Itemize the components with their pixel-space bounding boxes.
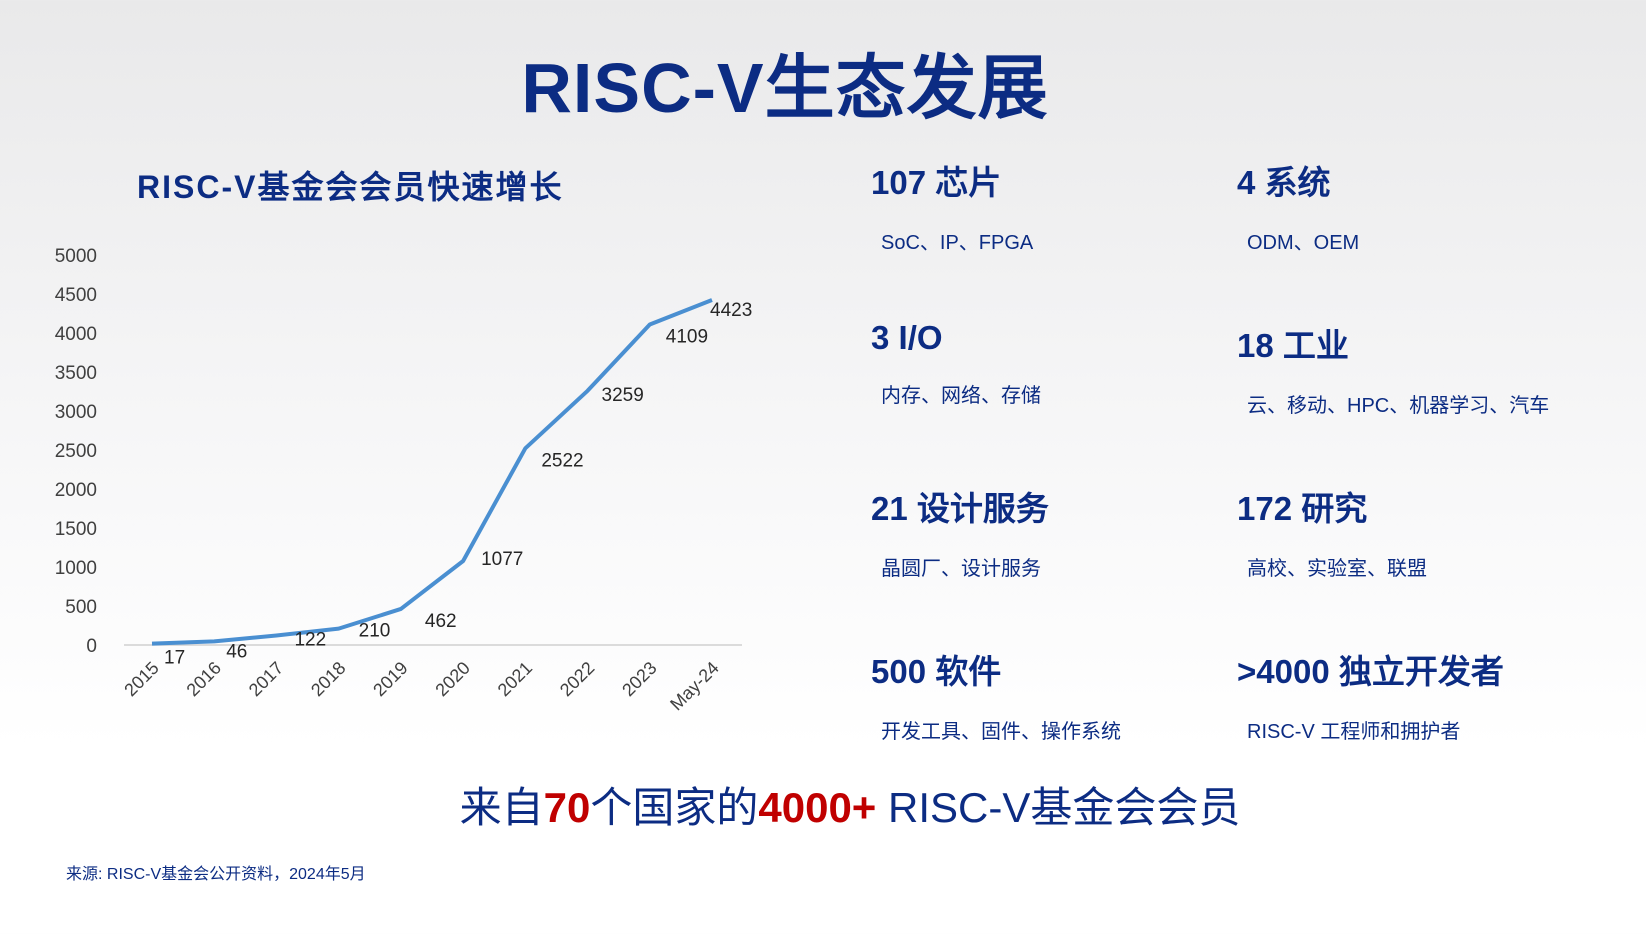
data-label: 4423: [710, 300, 752, 321]
data-label: 122: [294, 629, 326, 650]
stat-sub: 内存、网络、存储: [881, 385, 1041, 407]
chart-title: RISC-V基金会会员快速增长: [137, 169, 564, 205]
data-label: 462: [425, 611, 457, 632]
y-tick-label: 500: [65, 597, 97, 618]
x-tick-label: 2017: [245, 658, 287, 700]
stat-developers: >4000 独立开发者 RISC-V 工程师和拥护者: [1237, 645, 1504, 744]
stat-software: 500 软件 开发工具、固件、操作系统: [871, 645, 1121, 744]
x-tick-label: 2021: [494, 658, 536, 700]
stat-sub: 高校、实验室、联盟: [1247, 558, 1427, 580]
y-tick-label: 1500: [55, 519, 97, 540]
stat-chips: 107 芯片 SoC、IP、FPGA: [871, 156, 1033, 255]
stat-head: 107 芯片: [871, 164, 1002, 201]
stat-sub: ODM、OEM: [1247, 232, 1360, 254]
stat-head: 21 设计服务: [871, 490, 1049, 527]
y-tick-label: 5000: [55, 246, 97, 267]
x-tick-label: 2015: [120, 658, 162, 700]
series-line: [151, 298, 713, 646]
members-summary: 来自70个国家的4000+ RISC-V基金会会员: [0, 774, 1646, 835]
data-label: 46: [226, 641, 247, 662]
page-title: RISC-V生态发展: [521, 49, 1049, 127]
data-label: 1077: [481, 549, 523, 570]
y-tick-label: 3500: [55, 363, 97, 384]
y-tick-label: 4000: [55, 324, 97, 345]
stat-sub: 云、移动、HPC、机器学习、汽车: [1247, 395, 1550, 417]
stat-sub: 晶圆厂、设计服务: [881, 558, 1041, 580]
y-tick-label: 1000: [55, 558, 97, 579]
source-note: 来源: RISC-V基金会公开资料，2024年5月: [66, 866, 366, 883]
x-tick-label: 2018: [307, 658, 349, 700]
stat-head: 4 系统: [1237, 164, 1331, 201]
stat-sub: RISC-V 工程师和拥护者: [1247, 721, 1461, 743]
y-tick-label: 4500: [55, 285, 97, 306]
y-tick-label: 2000: [55, 480, 97, 501]
stat-research: 172 研究 高校、实验室、联盟: [1237, 482, 1427, 581]
x-tick-label: 2023: [618, 658, 660, 700]
summary-text: RISC-V基金会会员: [876, 784, 1241, 831]
data-label: 2522: [541, 450, 583, 471]
y-tick-label: 0: [86, 636, 97, 657]
summary-text: 个国家的: [590, 784, 759, 831]
data-label: 3259: [602, 385, 644, 406]
x-tick-label: 2016: [183, 658, 225, 700]
stat-head: 172 研究: [1237, 490, 1368, 527]
data-label: 210: [359, 621, 391, 642]
x-tick-label: 2022: [556, 658, 598, 700]
summary-text: 来自: [459, 784, 544, 831]
member-growth-chart: 0 500 1000 1500 2000 2500 3000 3500 4000 4500 5000…: [55, 246, 753, 715]
stat-sub: SoC、IP、FPGA: [881, 232, 1034, 254]
y-tick-label: 3000: [55, 402, 97, 423]
stat-systems: 4 系统 ODM、OEM: [1237, 156, 1359, 255]
stat-design-services: 21 设计服务 晶圆厂、设计服务: [871, 482, 1049, 581]
stat-head: >4000 独立开发者: [1237, 653, 1504, 690]
country-count: 70: [543, 784, 591, 831]
data-label: 17: [164, 648, 185, 669]
stat-head: 3 I/O: [871, 319, 943, 356]
stat-io: 3 I/O 内存、网络、存储: [871, 319, 1041, 408]
member-count: 4000+: [758, 784, 877, 831]
stat-head: 18 工业: [1237, 327, 1349, 364]
stat-industry: 18 工业 云、移动、HPC、机器学习、汽车: [1237, 319, 1549, 418]
y-tick-label: 2500: [55, 441, 97, 462]
x-tick-label: May-24: [666, 658, 723, 715]
x-tick-label: 2019: [369, 658, 411, 700]
stat-sub: 开发工具、固件、操作系统: [881, 721, 1121, 743]
x-tick-label: 2020: [431, 658, 473, 700]
data-label: 4109: [666, 326, 708, 347]
stat-head: 500 软件: [871, 653, 1002, 690]
